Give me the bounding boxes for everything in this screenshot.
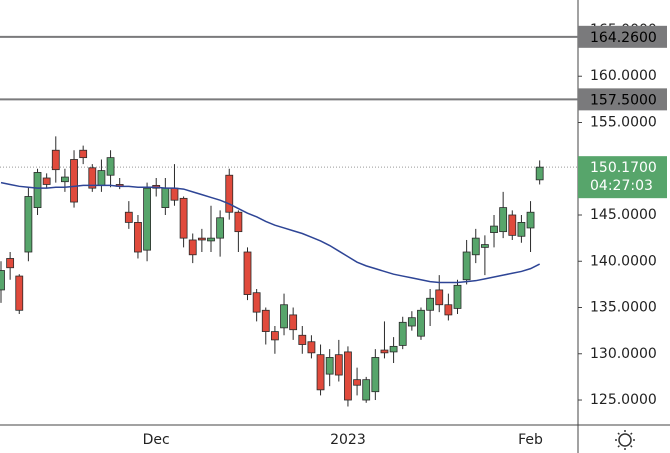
candle-body: [0, 270, 5, 291]
candle-body: [197, 237, 206, 241]
y-tick-label: 125.0000: [590, 392, 657, 408]
candle-body: [362, 379, 371, 401]
candle-body: [508, 214, 517, 236]
candle-body: [24, 196, 33, 253]
candle-body: [435, 289, 444, 306]
y-tick-label: 130.0000: [590, 346, 657, 362]
candle-body: [225, 174, 234, 213]
candle-body: [124, 211, 133, 223]
candle-body: [426, 297, 435, 311]
y-tick-label: 155.0000: [590, 114, 657, 130]
candle-body: [334, 354, 343, 376]
candle-body: [417, 309, 425, 337]
x-tick-label: Dec: [143, 432, 170, 448]
candle-body: [353, 379, 361, 386]
candle-body: [480, 244, 489, 248]
candle-body: [33, 172, 42, 208]
candle-body: [289, 314, 298, 331]
candle-body: [243, 251, 252, 295]
candle-body: [161, 187, 170, 208]
candle-body: [15, 275, 24, 311]
candle-body: [407, 317, 416, 327]
candle-body: [344, 351, 352, 401]
candle-body: [252, 292, 261, 313]
y-tick-label: 140.0000: [590, 253, 657, 269]
candle-body: [499, 207, 508, 233]
candle-body: [307, 341, 316, 354]
candle-body: [280, 304, 288, 329]
candle-body: [6, 258, 15, 269]
candle-body: [444, 304, 453, 316]
plot-area: [0, 136, 578, 407]
candle-body: [380, 349, 389, 354]
candle-body: [134, 221, 142, 253]
candle-body: [371, 357, 380, 393]
candle-body: [97, 170, 106, 186]
candle-body: [216, 217, 225, 239]
candle-body: [261, 309, 270, 332]
candle-body: [51, 149, 60, 171]
x-tick-label: Feb: [518, 432, 543, 448]
y-tick-label: 145.0000: [590, 207, 657, 223]
candle-body: [270, 331, 279, 341]
candle-body: [517, 221, 526, 237]
candle-body: [234, 211, 243, 233]
candle-body: [79, 149, 88, 159]
candle-body: [453, 284, 462, 309]
settings-icon[interactable]: [615, 430, 635, 450]
level-label: 157.5000: [590, 92, 657, 108]
level-label: 164.2600: [590, 30, 657, 46]
candle-body: [325, 357, 334, 375]
candle-body: [179, 197, 188, 239]
countdown: 04:27:03: [590, 178, 653, 194]
last-price-box: [578, 156, 667, 199]
candle-body: [471, 237, 480, 256]
candle-body: [298, 334, 307, 345]
candle-body: [398, 321, 407, 346]
candle-body: [316, 354, 325, 391]
candle-body: [143, 187, 151, 251]
candle-body: [170, 187, 179, 201]
candle-body: [526, 211, 535, 229]
candle-body: [207, 237, 215, 242]
candle-body: [188, 239, 197, 256]
x-tick-label: 2023: [330, 432, 366, 448]
candle-body: [462, 251, 471, 281]
candle-body: [61, 176, 69, 183]
candle-body: [42, 177, 51, 185]
moving-average: [0, 181, 541, 284]
candle-body: [70, 159, 78, 203]
y-tick-label: 135.0000: [590, 300, 657, 316]
candle-body: [490, 225, 498, 233]
candle-body: [535, 166, 544, 181]
last-price-label: 150.1700: [590, 160, 657, 176]
candle-body: [389, 345, 398, 353]
level-label-box: [578, 25, 667, 48]
y-tick-label: 160.0000: [590, 68, 657, 84]
candle-body: [88, 167, 97, 189]
candle-body: [106, 157, 115, 176]
level-label-box: [578, 88, 667, 111]
